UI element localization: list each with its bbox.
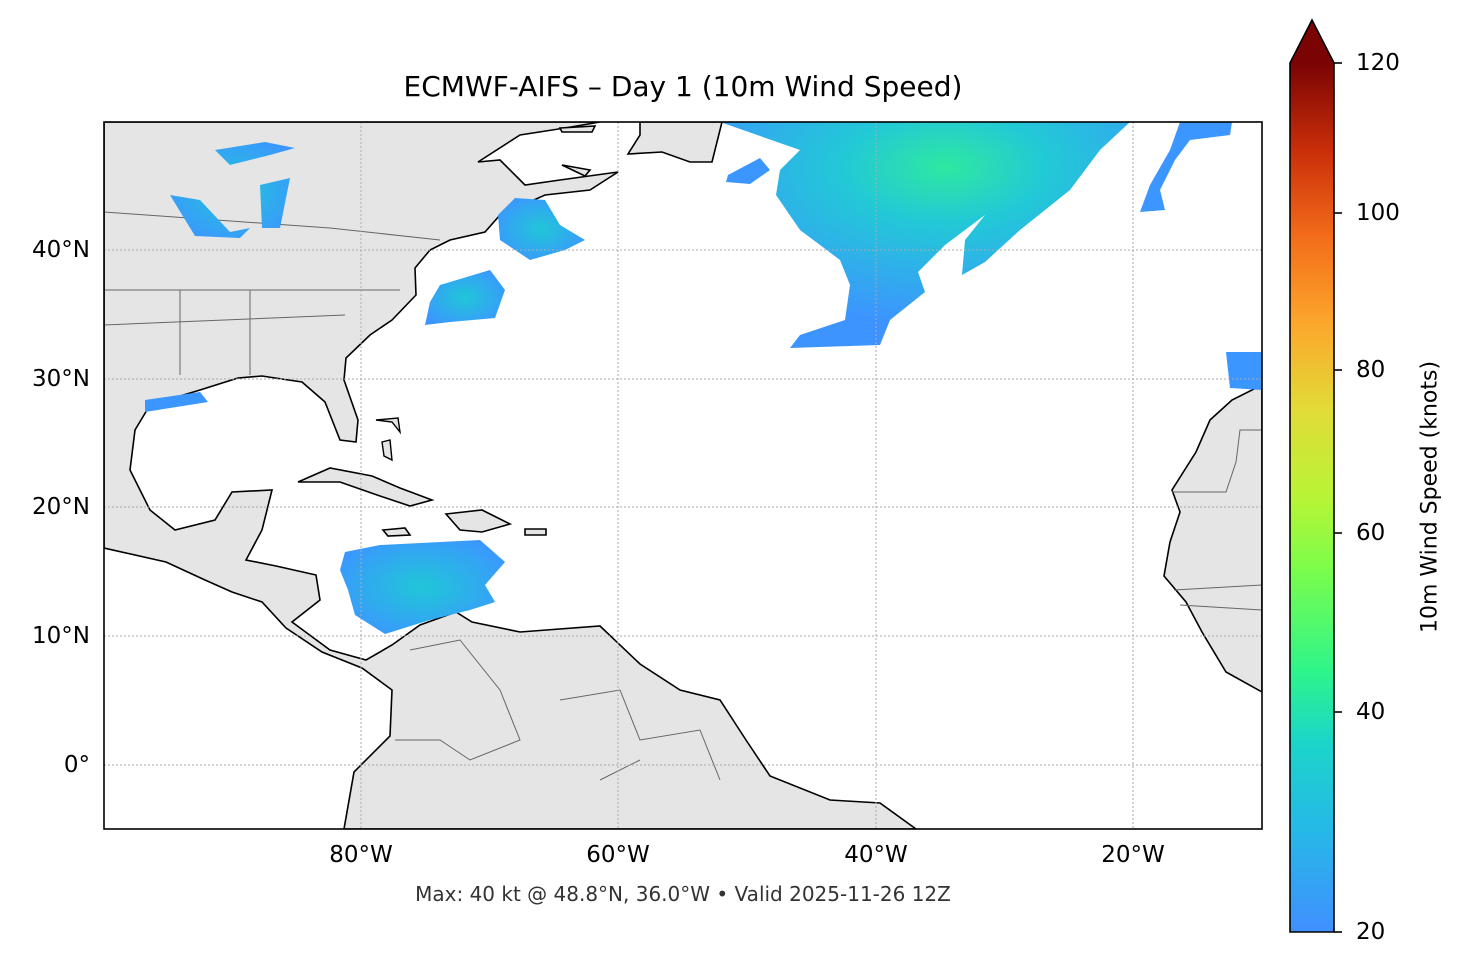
colorbar-tick-label: 120 xyxy=(1356,50,1400,76)
colorbar-tick-label: 80 xyxy=(1356,357,1386,383)
colorbar-tick-label: 20 xyxy=(1356,919,1386,945)
wind-patch-gulf-stream xyxy=(425,270,505,325)
land-bahamas xyxy=(375,417,402,462)
x-tick-label: 60°W xyxy=(586,842,650,868)
map-frame xyxy=(103,121,1263,830)
land-hispaniola xyxy=(444,509,513,533)
y-tick-label: 0° xyxy=(63,752,90,778)
y-tick-label: 30°N xyxy=(32,366,90,392)
gridlines xyxy=(104,122,1262,829)
land-jamaica xyxy=(381,527,412,537)
wind-patch-east xyxy=(1140,122,1262,390)
map-title: ECMWF-AIFS – Day 1 (10m Wind Speed) xyxy=(403,70,963,103)
x-tick-label: 40°W xyxy=(844,842,908,868)
colorbar-gradient xyxy=(1290,63,1334,932)
land-americas xyxy=(104,122,918,829)
x-tick-label: 80°W xyxy=(329,842,393,868)
wind-patch-great-lakes xyxy=(170,142,295,238)
caption: Max: 40 kt @ 48.8°N, 36.0°W • Valid 2025… xyxy=(415,882,951,906)
wind-patch-north-atlantic xyxy=(720,122,1130,348)
land-puerto-rico xyxy=(524,528,547,536)
land-nova-scotia xyxy=(558,125,597,177)
wind-patch-caribbean xyxy=(340,540,505,634)
land-newfoundland xyxy=(626,122,723,163)
land-africa xyxy=(1163,384,1262,693)
y-tick-label: 10°N xyxy=(32,623,90,649)
colorbar-label: 10m Wind Speed (knots) xyxy=(1417,360,1443,634)
colorbar-tick-label: 60 xyxy=(1356,520,1386,546)
wind-patch-labrador xyxy=(726,158,770,184)
y-tick-label: 20°N xyxy=(32,494,90,520)
y-tick-label: 40°N xyxy=(32,237,90,263)
wind-patch-nova-scotia xyxy=(498,198,585,260)
colorbar-tick-label: 40 xyxy=(1356,699,1386,725)
colorbar-extend-arrow xyxy=(1290,20,1334,63)
land-cuba xyxy=(297,467,435,507)
country-borders xyxy=(104,211,1262,781)
colorbar xyxy=(1289,18,1342,933)
x-tick-label: 20°W xyxy=(1101,842,1165,868)
colorbar-tick-label: 100 xyxy=(1356,200,1400,226)
wind-speed-field xyxy=(145,122,1262,634)
wind-patch-gulf-of-mexico xyxy=(145,392,208,412)
